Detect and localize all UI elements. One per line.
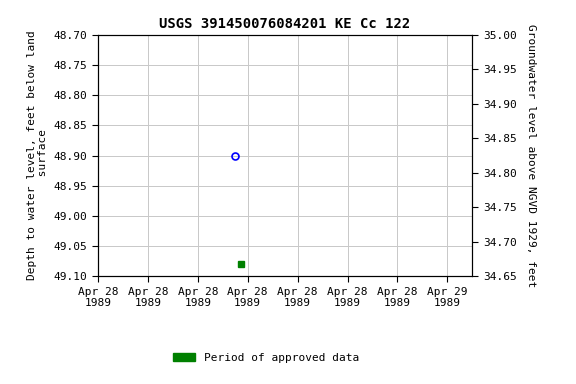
Y-axis label: Groundwater level above NGVD 1929, feet: Groundwater level above NGVD 1929, feet [526, 24, 536, 287]
Y-axis label: Depth to water level, feet below land
 surface: Depth to water level, feet below land su… [26, 31, 48, 280]
Legend: Period of approved data: Period of approved data [169, 349, 364, 368]
Title: USGS 391450076084201 KE Cc 122: USGS 391450076084201 KE Cc 122 [160, 17, 411, 31]
